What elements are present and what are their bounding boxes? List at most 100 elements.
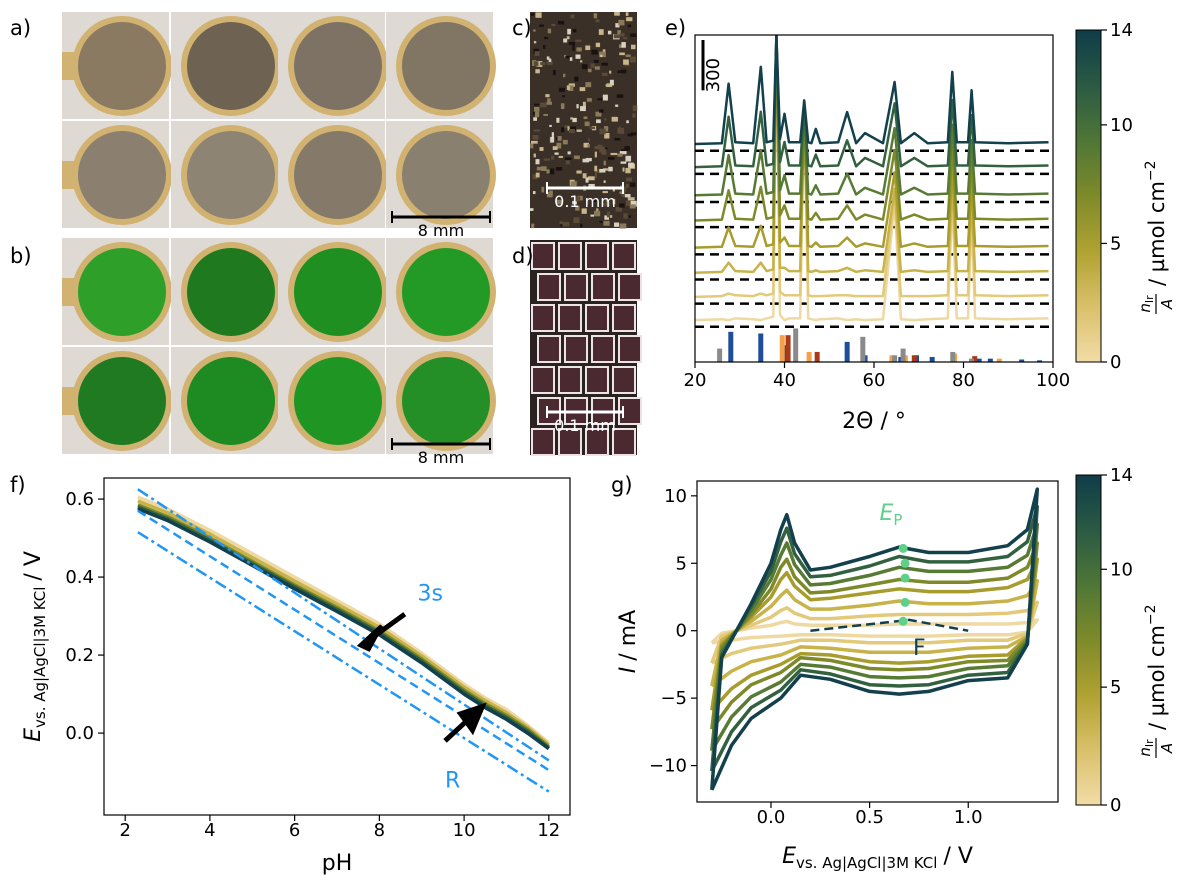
x-tick-label: 6 (289, 820, 300, 841)
speckle (575, 54, 581, 59)
speckle (591, 49, 598, 55)
curve (137, 505, 550, 750)
colorbar-label-numerator-part: n (1136, 747, 1154, 757)
speckle (551, 132, 554, 138)
colorbar-label-unit-part: / µmol cm (1145, 625, 1169, 730)
speckle (563, 73, 566, 78)
speckle (609, 215, 613, 218)
speckle (574, 76, 579, 82)
speckle (565, 160, 570, 165)
speckle (570, 126, 576, 131)
electrode-film (402, 248, 490, 336)
speckle (602, 49, 606, 54)
speckle (540, 62, 546, 66)
speckle (617, 127, 625, 134)
reference-bar (929, 356, 935, 362)
speckle (625, 12, 629, 16)
reference-bar (860, 336, 866, 362)
curve (710, 522, 1040, 752)
speckle (617, 30, 621, 35)
speckle (541, 186, 545, 193)
speckle (617, 153, 623, 157)
speckle (596, 119, 601, 124)
speckle (565, 157, 572, 160)
panel-label: g) (611, 473, 633, 497)
speckle (598, 29, 604, 35)
electrode-film (402, 22, 490, 110)
speckle (564, 125, 570, 129)
speckle (612, 198, 616, 205)
curve (710, 487, 1040, 791)
speckle (607, 30, 612, 35)
speckle (539, 24, 544, 27)
speckle (615, 206, 623, 212)
speckle (566, 85, 570, 90)
speckle (589, 126, 595, 130)
speckle (573, 217, 580, 224)
crystal-tile (585, 304, 609, 332)
reference-bar (969, 358, 975, 362)
speckle (575, 39, 582, 42)
speckle (619, 191, 625, 194)
speckle (567, 151, 571, 155)
reference-bar (889, 355, 895, 362)
colorbar-tick-label: 14 (1110, 20, 1133, 41)
electrode-film (187, 248, 275, 336)
speckle (632, 113, 636, 118)
speckle (577, 195, 583, 201)
crystal-tile (531, 366, 555, 394)
speckle (534, 103, 540, 106)
speckle (624, 64, 630, 67)
annotation: R (445, 769, 460, 794)
speckle (556, 142, 562, 149)
colorbar-label-numerator-part: n (1136, 303, 1154, 313)
speckle (586, 98, 592, 102)
reference-bar (758, 333, 764, 362)
speckle (585, 200, 589, 204)
reference-bar (976, 358, 982, 362)
speckle (614, 12, 620, 16)
speckle (625, 183, 629, 189)
speckle (614, 138, 621, 141)
speckle (548, 58, 552, 62)
speckle (601, 72, 608, 77)
reference-bar (785, 335, 791, 362)
speckle (604, 215, 610, 220)
speckle (530, 13, 535, 16)
crystal-tile (537, 335, 561, 363)
panel-label: c) (512, 16, 532, 40)
speckle (585, 157, 592, 162)
curve (710, 504, 1040, 772)
curve (695, 35, 1049, 169)
colorbar-label-unit: / µmol cm−2 (1143, 160, 1169, 286)
x-tick-label: 0.0 (757, 807, 786, 828)
reference-bar (1037, 360, 1043, 362)
speckle (630, 182, 636, 187)
speckle (532, 135, 539, 140)
speckle (563, 55, 567, 58)
speckle (543, 44, 546, 49)
electrode-film (187, 131, 275, 219)
colorbar-label-numerator: nIr (1136, 295, 1156, 313)
speckle (623, 37, 628, 40)
curve (710, 618, 1040, 645)
reference-bar (900, 348, 906, 362)
speckle (594, 66, 600, 70)
speckle (600, 54, 603, 57)
speckle (615, 104, 619, 107)
scale-bar-label: 0.1 mm (554, 416, 616, 435)
speckle (568, 41, 576, 45)
reference-bar (844, 341, 850, 362)
speckle (558, 20, 565, 25)
axes-frame (103, 477, 571, 816)
speckle (594, 168, 602, 174)
speckle (621, 42, 626, 48)
speckle (605, 198, 609, 203)
electrode-film (294, 131, 382, 219)
speckle (604, 118, 607, 121)
curve (695, 35, 1049, 222)
electrode-film (78, 22, 166, 110)
speckle (555, 166, 563, 171)
reference-bar (779, 335, 785, 362)
x-tick-label: 2 (119, 820, 130, 841)
